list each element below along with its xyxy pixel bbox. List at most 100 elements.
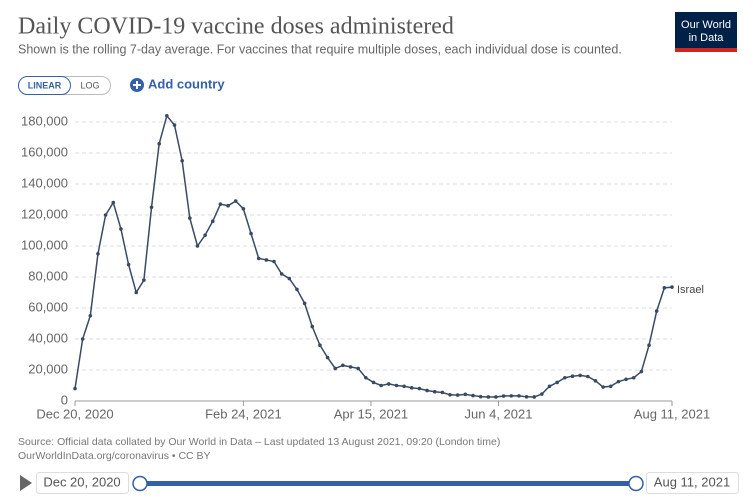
data-point [486, 395, 491, 399]
data-point [241, 207, 246, 211]
data-point [218, 202, 223, 206]
data-point [333, 366, 338, 371]
x-tick-label: Dec 20, 2020 [36, 406, 113, 421]
logo-stripe [675, 48, 737, 52]
y-tick-label: 80,000 [28, 268, 68, 283]
data-point [96, 251, 100, 256]
data-point [295, 287, 299, 292]
data-point [471, 393, 475, 398]
data-point [463, 392, 468, 397]
data-point [233, 199, 238, 203]
data-point [448, 393, 452, 397]
data-point [279, 272, 284, 276]
data-point [417, 386, 422, 391]
data-point [639, 369, 644, 374]
data-point [455, 393, 460, 397]
data-point [341, 363, 345, 368]
data-point [325, 355, 330, 360]
data-point [379, 383, 383, 388]
data-point [371, 380, 376, 385]
data-point [157, 141, 161, 146]
data-point [394, 383, 399, 388]
data-point [226, 203, 230, 208]
data-point [586, 374, 590, 379]
add-country-button[interactable]: Add country [148, 76, 225, 91]
logo[interactable] [675, 12, 737, 52]
data-point [601, 385, 605, 389]
data-point [432, 389, 437, 394]
data-point [402, 384, 406, 389]
x-tick-label: Jun 4, 2021 [465, 406, 533, 421]
y-tick-label: 120,000 [21, 206, 68, 221]
data-point [517, 394, 521, 398]
data-point [555, 380, 559, 385]
y-tick-label: 40,000 [28, 330, 68, 345]
series-line [74, 114, 673, 398]
source: Source: Official data collated by Our Wo… [18, 436, 500, 448]
add-icon-plus [133, 81, 141, 89]
data-point [264, 258, 269, 262]
log-button[interactable]: LOG [80, 80, 99, 90]
data-point [593, 379, 598, 383]
data-point [188, 216, 192, 220]
timeline-start-handle[interactable] [132, 475, 148, 492]
data-point [662, 286, 667, 290]
chart-title: Daily COVID-19 vaccine doses administere… [18, 14, 454, 40]
data-point [180, 158, 184, 163]
data-point [563, 375, 567, 380]
data-point [119, 227, 123, 231]
data-point [624, 377, 628, 382]
x-tick-label: Apr 15, 2021 [334, 406, 408, 421]
end-date-box [646, 472, 739, 494]
y-tick-label: 20,000 [28, 361, 68, 376]
y-tick-label: 60,000 [28, 299, 68, 314]
data-point [318, 343, 322, 348]
data-point [356, 366, 360, 371]
data-point [425, 388, 429, 393]
y-tick-label: 140,000 [21, 175, 68, 190]
data-point [440, 390, 445, 395]
data-point [509, 394, 514, 398]
timeline-end-handle[interactable] [628, 475, 644, 492]
linear-button[interactable] [18, 76, 71, 95]
data-point [647, 343, 651, 348]
data-point [387, 382, 391, 386]
start-date: Dec 20, 2020 [43, 474, 120, 489]
source-url[interactable]: OurWorldInData.org/coronavirus • CC BY [18, 450, 211, 462]
data-point [172, 123, 177, 127]
y-tick-label: 160,000 [21, 144, 68, 159]
timeline-bar [140, 481, 636, 486]
data-point [478, 394, 483, 399]
y-tick-label: 180,000 [21, 113, 68, 128]
logo-text: Our World [681, 19, 731, 31]
data-point [501, 394, 506, 398]
play-button[interactable] [20, 475, 32, 491]
chart-subtitle: Shown is the rolling 7-day average. For … [18, 42, 622, 56]
data-point [409, 386, 414, 390]
data-point [348, 365, 353, 369]
data-point [578, 373, 582, 378]
data-point [287, 276, 292, 281]
start-date-box [36, 472, 129, 494]
x-tick-label: Feb 24, 2021 [205, 406, 282, 421]
data-point [670, 285, 674, 289]
data-point [249, 231, 253, 236]
y-tick-label: 100,000 [21, 237, 68, 252]
data-point [310, 324, 315, 329]
data-point [540, 392, 544, 396]
data-point [364, 375, 368, 380]
data-point [256, 256, 261, 261]
end-date: Aug 11, 2021 [654, 474, 730, 489]
data-point [111, 200, 116, 205]
data-point [80, 337, 85, 341]
data-point [165, 114, 169, 118]
x-tick-label: Aug 11, 2021 [634, 406, 710, 421]
series-label: Israel [677, 284, 704, 296]
linear-label: LINEAR [28, 80, 62, 90]
data-point [631, 375, 636, 380]
data-point [195, 244, 200, 248]
data-point [126, 262, 131, 267]
data-point [547, 384, 552, 389]
